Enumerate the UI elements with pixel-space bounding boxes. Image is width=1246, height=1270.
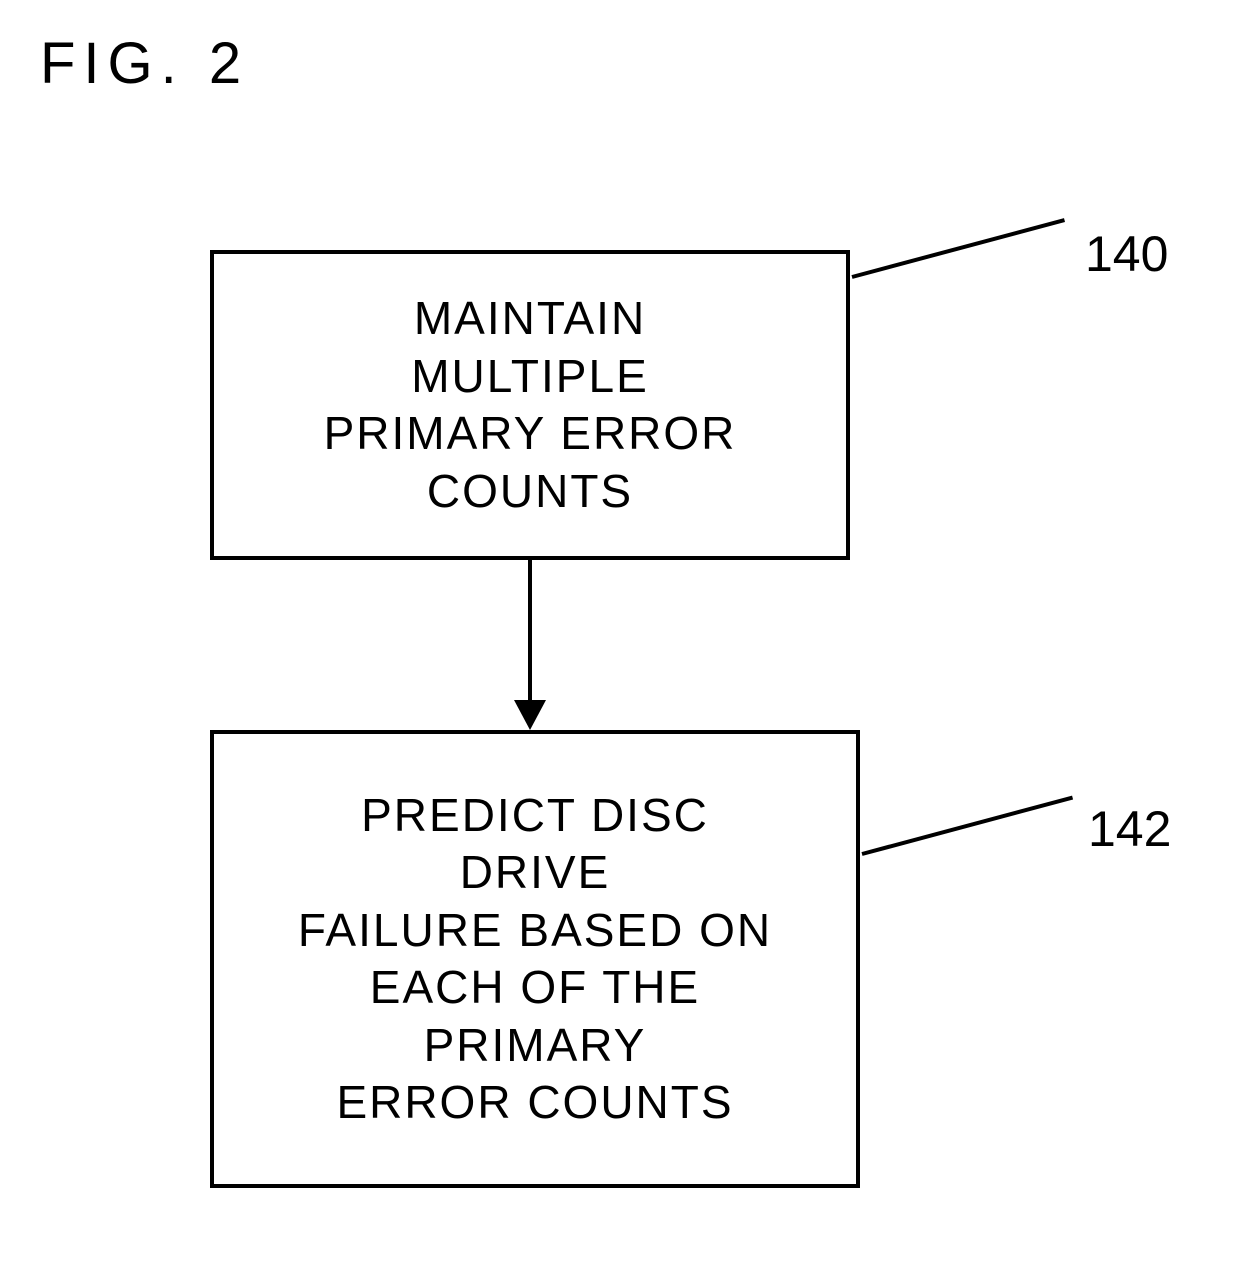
label-leader-line — [861, 796, 1073, 856]
box-reference-label: 142 — [1088, 800, 1171, 858]
box-text-line: EACH OF THE — [370, 959, 700, 1017]
box-text-line: COUNTS — [427, 463, 633, 521]
box-text-line: DRIVE — [460, 844, 611, 902]
figure-title: FIG. 2 — [40, 30, 249, 97]
box-reference-label: 140 — [1085, 225, 1168, 283]
box-text-line: PRIMARY — [424, 1017, 647, 1075]
label-leader-line — [851, 218, 1065, 279]
box-text-line: PRIMARY ERROR — [324, 405, 737, 463]
box-predict-failure: PREDICT DISC DRIVE FAILURE BASED ON EACH… — [210, 730, 860, 1188]
box-text-line: MULTIPLE — [411, 348, 649, 406]
arrow-head-icon — [514, 700, 546, 730]
box-text-line: ERROR COUNTS — [336, 1074, 733, 1132]
box-text-line: MAINTAIN — [414, 290, 646, 348]
connector-line — [528, 560, 532, 708]
box-maintain-counts: MAINTAIN MULTIPLE PRIMARY ERROR COUNTS — [210, 250, 850, 560]
box-text-line: FAILURE BASED ON — [298, 902, 772, 960]
box-text-line: PREDICT DISC — [361, 787, 709, 845]
